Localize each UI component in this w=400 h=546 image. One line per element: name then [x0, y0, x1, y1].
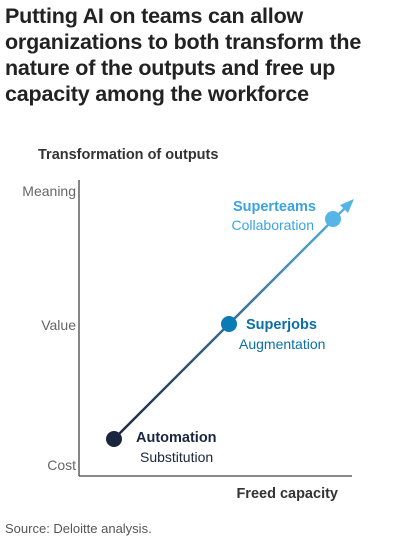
automation-sublabel: Substitution	[140, 449, 213, 465]
superteams-sublabel: Collaboration	[232, 217, 315, 233]
y-tick-value: Value	[41, 317, 76, 333]
trend-arrowhead	[340, 199, 354, 213]
superjobs-label: Superjobs	[246, 317, 317, 333]
superteams-marker	[325, 211, 341, 227]
y-tick-meaning: Meaning	[22, 183, 76, 199]
superjobs-sublabel: Augmentation	[239, 336, 325, 352]
y-tick-cost: Cost	[47, 457, 76, 473]
superteams-label: Superteams	[233, 199, 316, 215]
automation-marker	[106, 431, 122, 447]
y-axis-title: Transformation of outputs	[38, 147, 218, 163]
headline: Putting AI on teams can allow organizati…	[5, 4, 362, 106]
x-axis-title: Freed capacity	[236, 486, 338, 502]
source-note: Source: Deloitte analysis.	[5, 521, 152, 536]
superjobs-marker	[221, 316, 237, 332]
automation-label: Automation	[136, 430, 217, 446]
